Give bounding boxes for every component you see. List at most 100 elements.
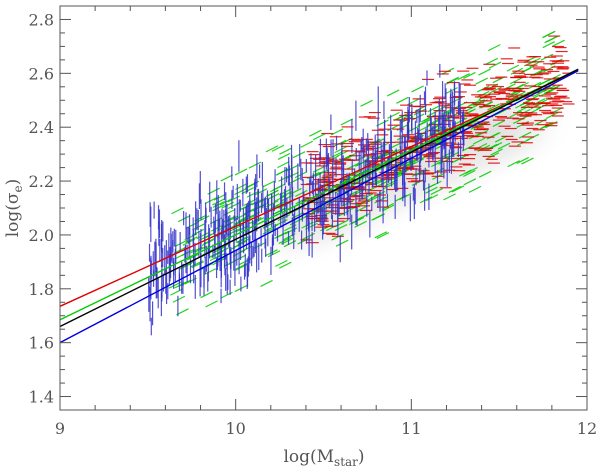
series-0-hatch <box>234 217 248 225</box>
series-0-hatch <box>454 117 468 125</box>
series-0-hatch <box>315 169 329 177</box>
series-0-hatch <box>478 170 492 178</box>
series-0-hatch <box>506 64 520 72</box>
series-0-hatch <box>279 261 292 269</box>
series-0-hatch <box>486 152 500 160</box>
series-0-hatch <box>426 109 440 117</box>
series-0-hatch <box>265 145 279 153</box>
series-0-hatch <box>260 279 273 287</box>
series-0-hatch <box>248 161 262 169</box>
series-0-hatch <box>436 155 450 163</box>
series-0-hatch <box>197 215 210 223</box>
x-tick-label: 12 <box>577 419 597 438</box>
series-0-hatch <box>418 124 432 132</box>
series-0-hatch <box>295 189 308 197</box>
series-0-hatch <box>441 107 454 115</box>
series-0-hatch <box>445 87 458 95</box>
series-0-hatch <box>234 188 247 196</box>
series-0-hatch <box>376 232 390 240</box>
series-0-hatch <box>203 268 217 276</box>
series-0-hatch <box>459 169 472 177</box>
y-tick-label: 2.8 <box>29 10 54 29</box>
y-tick-label: 2.0 <box>29 226 54 245</box>
series-0-hatch <box>516 120 530 128</box>
series-0-hatch <box>227 201 241 210</box>
y-tick-label: 2.2 <box>29 172 54 191</box>
series-0-hatch <box>254 188 268 196</box>
series-0-hatch <box>212 258 225 266</box>
y-axis-label: log(σe) <box>3 179 25 238</box>
series-0-hatch <box>312 165 326 173</box>
series-0-hatch <box>396 96 409 104</box>
series-0-hatch <box>552 39 565 47</box>
series-0-hatch <box>374 231 388 239</box>
series-0-hatch <box>172 295 186 303</box>
x-axis-label: log(Mstar) <box>283 447 364 469</box>
y-tick-label: 1.6 <box>29 334 54 353</box>
series-0-hatch <box>463 169 476 177</box>
fit-line-2 <box>59 68 579 328</box>
series-0-hatch <box>425 194 439 202</box>
series-0-hatch <box>360 99 373 107</box>
series-0-hatch <box>174 239 188 247</box>
series-0-hatch <box>461 144 475 152</box>
series-0-hatch <box>277 161 290 169</box>
series-0-hatch <box>272 207 285 216</box>
density-blob <box>439 71 580 172</box>
axes: 9 10 11 12 1.4 1.6 1.8 2.0 2.2 2.4 2.6 2.8 <box>29 5 597 438</box>
series-0-hatch <box>451 185 465 193</box>
series-0-hatch <box>200 291 213 299</box>
series-0-hatch <box>262 180 275 188</box>
series-0-hatch <box>476 85 490 93</box>
series-0-hatch <box>494 135 508 143</box>
series-0-hatch <box>463 71 476 79</box>
series-0-hatch <box>346 162 360 170</box>
series-0-hatch <box>279 147 292 155</box>
y-tick-label: 1.4 <box>29 388 54 407</box>
series-0-hatch <box>354 220 367 228</box>
series-0-hatch <box>300 140 314 148</box>
series-0-hatch <box>521 157 534 165</box>
series-0-hatch <box>246 190 260 198</box>
series-0-hatch <box>469 132 482 140</box>
series-0-hatch <box>386 89 400 97</box>
series-0-hatch <box>492 119 506 127</box>
series-0-hatch <box>267 250 281 258</box>
series-0-hatch <box>170 288 183 296</box>
series-0-hatch <box>486 143 500 151</box>
fit-lines <box>59 68 579 344</box>
series-0-hatch <box>411 85 424 93</box>
series-0-hatch <box>277 152 291 161</box>
series-0-hatch <box>234 218 248 226</box>
series-0-hatch <box>475 129 489 138</box>
fit-line-3 <box>59 70 579 344</box>
series-0-hatch <box>518 131 532 139</box>
series-0-hatch <box>273 200 286 208</box>
series-0-hatch <box>516 156 530 164</box>
series-0-hatch <box>488 61 502 69</box>
series-0-hatch <box>378 178 392 186</box>
series-0-hatch <box>292 151 306 159</box>
series-0-hatch <box>533 89 546 97</box>
series-0-hatch <box>443 193 456 201</box>
series-0-hatch <box>542 31 555 39</box>
series-0-hatch <box>489 86 502 94</box>
series-0-hatch <box>235 236 248 244</box>
series-0-hatch <box>266 193 280 201</box>
series-0-hatch <box>463 178 477 186</box>
series-0-hatch <box>271 144 285 152</box>
series-0-hatch <box>336 149 349 158</box>
series-0-hatch <box>233 254 247 262</box>
x-tick-label: 9 <box>55 419 65 438</box>
series-0-hatch <box>487 103 500 111</box>
y-tick-label: 2.4 <box>29 118 54 137</box>
series-0-hatch <box>334 223 348 232</box>
fit-line-1 <box>59 68 579 321</box>
series-0-hatch <box>297 237 310 245</box>
series-0-hatch <box>340 118 354 126</box>
x-tick-label: 10 <box>225 419 245 438</box>
series-0-hatch <box>509 77 523 85</box>
hatch-layer <box>148 30 575 336</box>
series-0-hatch <box>309 129 322 137</box>
